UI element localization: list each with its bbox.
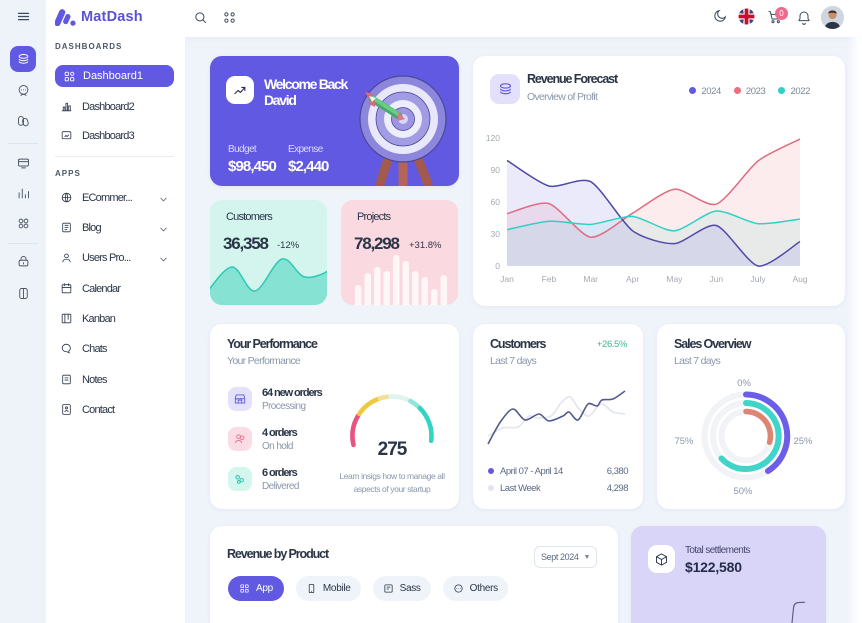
svg-text:50%: 50% (733, 486, 753, 497)
svg-text:75%: 75% (674, 436, 694, 447)
svg-text:Jan: Jan (500, 274, 514, 284)
svg-text:Mar: Mar (583, 274, 598, 284)
svg-text:July: July (751, 274, 767, 284)
svg-text:Aug: Aug (792, 274, 807, 284)
svg-text:May: May (666, 274, 683, 284)
svg-text:25%: 25% (793, 436, 813, 447)
svg-text:30: 30 (491, 229, 501, 239)
svg-text:90: 90 (491, 165, 501, 175)
svg-text:Jun: Jun (709, 274, 723, 284)
svg-text:Apr: Apr (626, 274, 639, 284)
svg-text:120: 120 (486, 133, 500, 143)
svg-text:0%: 0% (737, 378, 751, 389)
svg-text:60: 60 (491, 197, 501, 207)
svg-text:0: 0 (495, 261, 500, 271)
svg-text:Feb: Feb (542, 274, 557, 284)
